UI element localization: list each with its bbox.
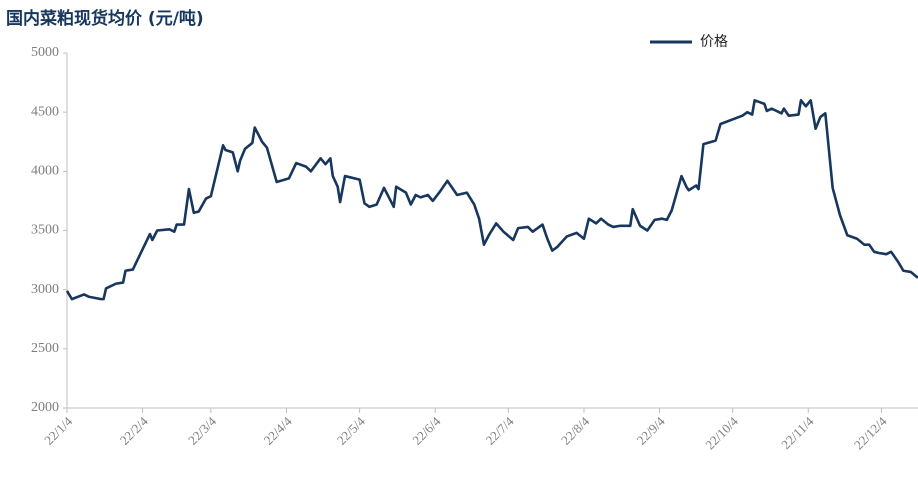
x-tick-label: 22/9/4 [634, 413, 668, 447]
chart-title: 国内菜粕现货均价 (元/吨) [6, 8, 204, 29]
y-tick-label: 3000 [31, 282, 59, 297]
x-tick-label: 22/5/4 [334, 413, 368, 447]
x-tick-label: 22/8/4 [558, 413, 592, 447]
price-line [65, 99, 918, 301]
x-tick-label: 22/6/4 [409, 413, 443, 447]
x-tick-label: 22/1/4 [41, 413, 75, 447]
y-tick-label: 4500 [31, 104, 59, 119]
y-tick-label: 4000 [31, 164, 59, 179]
x-tick-label: 22/3/4 [185, 413, 219, 447]
x-tick-label: 22/10/4 [702, 413, 741, 452]
x-tick-label: 22/4/4 [261, 413, 295, 447]
x-tick-label: 22/2/4 [117, 413, 151, 447]
x-tick-label: 22/11/4 [778, 413, 817, 452]
y-tick-label: 2500 [31, 341, 59, 356]
x-tick-label: 22/12/4 [851, 413, 890, 452]
y-tick-label: 3500 [31, 223, 59, 238]
legend-label: 价格 [700, 34, 728, 50]
x-tick-label: 22/7/4 [482, 413, 516, 447]
y-tick-label: 2000 [31, 400, 59, 415]
y-tick-label: 5000 [31, 45, 59, 60]
